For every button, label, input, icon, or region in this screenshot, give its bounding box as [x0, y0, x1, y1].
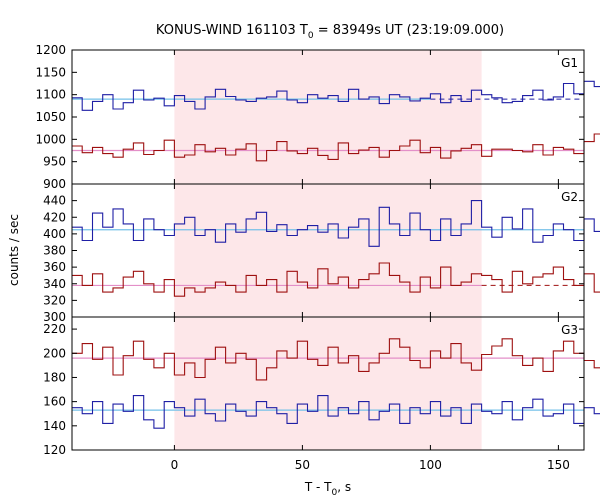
- x-tick-label: 0: [171, 458, 179, 472]
- highlight-interval: [174, 184, 482, 317]
- x-tick-label: 50: [295, 458, 310, 472]
- x-tick-label: 150: [547, 458, 570, 472]
- series-red-histogram: [72, 133, 600, 162]
- y-tick-label: 1150: [35, 65, 66, 79]
- y-tick-label: 1000: [35, 132, 66, 146]
- y-tick-label: 380: [43, 244, 66, 258]
- y-tick-label: 300: [43, 310, 66, 324]
- x-tick-label: 100: [419, 458, 442, 472]
- y-tick-label: 220: [43, 322, 66, 336]
- series-blue-histogram: [72, 80, 600, 111]
- y-tick-label: 400: [43, 227, 66, 241]
- y-tick-label: 950: [43, 155, 66, 169]
- y-tick-label: 320: [43, 293, 66, 307]
- panel-label: G1: [561, 56, 578, 70]
- panel-label: G3: [561, 323, 578, 337]
- series-red-histogram: [72, 338, 600, 381]
- y-tick-label: 180: [43, 370, 66, 384]
- y-tick-label: 1100: [35, 88, 66, 102]
- y-tick-label: 1050: [35, 110, 66, 124]
- y-tick-label: 1200: [35, 43, 66, 57]
- series-blue-histogram: [72, 395, 600, 429]
- y-axis-label: counts / sec: [7, 214, 21, 286]
- y-tick-label: 340: [43, 277, 66, 291]
- y-tick-label: 140: [43, 419, 66, 433]
- panel-g1: 900 950 1000 1050 1100 1150 1200 G1: [35, 43, 600, 191]
- panel-g2: 300 320 340 360 380 400 420 440 G2: [43, 183, 600, 324]
- series-blue-histogram: [72, 200, 600, 247]
- highlight-interval: [174, 317, 482, 450]
- y-tick-label: 440: [43, 194, 66, 208]
- y-tick-label: 120: [43, 443, 66, 457]
- series-red-histogram: [72, 262, 600, 297]
- y-tick-label: 200: [43, 346, 66, 360]
- y-tick-label: 360: [43, 260, 66, 274]
- highlight-interval: [174, 50, 482, 184]
- chart-title: KONUS-WIND 161103 T0 = 83949s UT (23:19:…: [156, 23, 504, 41]
- panel-g3: 120 140 160 180 200 220 G3: [43, 316, 600, 457]
- panel-frame: [71, 316, 585, 451]
- x-axis-label: T - T0, s: [304, 480, 351, 498]
- y-tick-label: 900: [43, 177, 66, 191]
- panel-label: G2: [561, 190, 578, 204]
- y-tick-label: 160: [43, 395, 66, 409]
- y-tick-label: 420: [43, 210, 66, 224]
- panels: 90095010001050110011501200G1300320340360…: [35, 43, 600, 472]
